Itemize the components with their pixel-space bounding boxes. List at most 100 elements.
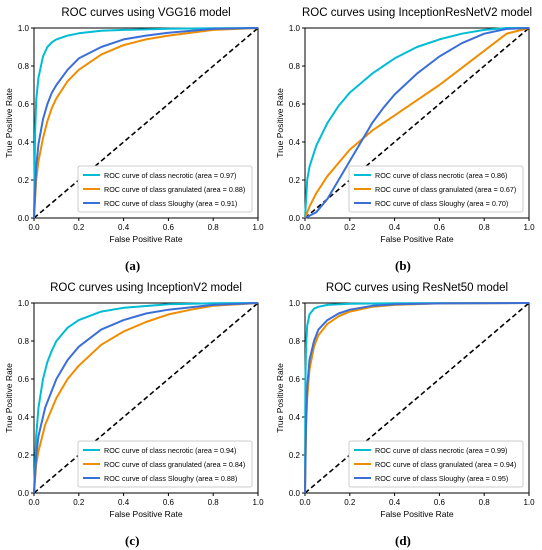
x-tick-label: 0.6 <box>434 223 446 232</box>
legend-entry: ROC curve of class granulated (area = 0.… <box>104 185 245 194</box>
legend-entry: ROC curve of class Sloughy (area = 0.91) <box>104 199 237 208</box>
roc-curve-series-2 <box>304 27 530 219</box>
roc-curve-series-2 <box>33 302 259 494</box>
roc-curve-series-2 <box>304 302 530 494</box>
panel-caption: (b) <box>395 258 411 273</box>
x-tick-label: 0.4 <box>389 223 401 232</box>
y-axis-label: True Positive Rate <box>4 363 14 433</box>
x-axis-label: False Positive Rate <box>380 234 453 244</box>
y-tick-label: 0.8 <box>289 62 301 71</box>
x-axis-label: False Positive Rate <box>109 234 182 244</box>
x-tick-label: 0.4 <box>118 223 130 232</box>
x-tick-label: 0.4 <box>389 498 401 507</box>
y-tick-label: 0.0 <box>289 214 301 223</box>
y-tick-label: 0.6 <box>18 375 30 384</box>
legend-entry: ROC curve of class necrotic (area = 0.99… <box>375 446 507 455</box>
chance-diagonal-line <box>304 27 530 219</box>
legend-entry: ROC curve of class Sloughy (area = 0.88) <box>104 474 237 483</box>
y-tick-label: 1.0 <box>18 299 30 308</box>
panel-caption: (c) <box>125 533 140 548</box>
x-axis-label: False Positive Rate <box>109 509 182 519</box>
legend-box <box>77 440 253 488</box>
x-tick-label: 0.2 <box>73 223 85 232</box>
x-tick-label: 0.0 <box>299 498 311 507</box>
x-tick-label: 0.0 <box>28 498 40 507</box>
legend-box <box>348 165 524 213</box>
chart-title: ROC curves using ResNet50 model <box>326 282 508 294</box>
y-tick-label: 0.6 <box>289 375 301 384</box>
roc-curve-series-1 <box>304 27 530 219</box>
legend-box <box>348 440 524 488</box>
y-tick-label: 0.6 <box>18 100 30 109</box>
x-tick-label: 0.4 <box>118 498 130 507</box>
plot-frame <box>304 27 530 219</box>
legend-entry: ROC curve of class granulated (area = 0.… <box>375 185 516 194</box>
roc-curve-series-0 <box>304 302 530 494</box>
panel-caption: (a) <box>125 258 141 273</box>
roc-curve-series-0 <box>304 27 529 219</box>
x-tick-label: 1.0 <box>523 498 535 507</box>
panel-caption: (d) <box>395 533 411 548</box>
x-tick-label: 1.0 <box>252 223 264 232</box>
y-tick-label: 0.2 <box>18 176 30 185</box>
y-tick-label: 0.8 <box>18 62 30 71</box>
plot-frame <box>33 27 259 219</box>
legend-box <box>77 165 253 213</box>
y-tick-label: 0.4 <box>18 413 30 422</box>
legend-entry: ROC curve of class necrotic (area = 0.86… <box>375 171 507 180</box>
y-tick-label: 0.2 <box>289 176 301 185</box>
x-tick-label: 0.8 <box>208 223 220 232</box>
y-tick-label: 1.0 <box>18 24 30 33</box>
roc-curve-series-2 <box>33 27 259 219</box>
x-tick-label: 0.2 <box>344 498 356 507</box>
y-axis-label: True Positive Rate <box>4 88 14 158</box>
y-tick-label: 0.0 <box>18 214 30 223</box>
chart-title: ROC curves using VGG16 model <box>61 7 230 19</box>
plot-frame <box>33 302 259 494</box>
y-axis-label: True Positive Rate <box>275 88 285 158</box>
y-axis-label: True Positive Rate <box>275 363 285 433</box>
legend-entry: ROC curve of class necrotic (area = 0.97… <box>104 171 236 180</box>
x-tick-label: 0.8 <box>479 498 491 507</box>
chance-diagonal-line <box>33 27 259 219</box>
chart-title: ROC curves using InceptionResNetV2 model <box>302 7 532 19</box>
y-tick-label: 0.2 <box>18 451 30 460</box>
chance-diagonal-line <box>33 302 259 494</box>
x-tick-label: 0.8 <box>208 498 220 507</box>
y-tick-label: 0.0 <box>289 489 301 498</box>
chart-title: ROC curves using InceptionV2 model <box>50 282 242 294</box>
x-tick-label: 1.0 <box>523 223 535 232</box>
chance-diagonal-line <box>304 302 530 494</box>
roc-curve-series-1 <box>33 27 259 219</box>
x-tick-label: 0.6 <box>163 223 175 232</box>
roc-chart-panel: ROC curves using VGG16 model 0.0 0.2 0.4 0.6… <box>4 7 264 244</box>
x-axis-label: False Positive Rate <box>380 509 453 519</box>
y-tick-label: 0.4 <box>289 413 301 422</box>
y-tick-label: 0.8 <box>289 337 301 346</box>
x-tick-label: 1.0 <box>252 498 264 507</box>
y-tick-label: 0.6 <box>289 100 301 109</box>
roc-chart-panel: ROC curves using ResNet50 model 0.0 0.2 0.4… <box>275 282 535 519</box>
legend-entry: ROC curve of class granulated (area = 0.… <box>375 460 516 469</box>
y-tick-label: 0.4 <box>289 138 301 147</box>
x-tick-label: 0.2 <box>344 223 356 232</box>
x-tick-label: 0.6 <box>163 498 175 507</box>
x-tick-label: 0.0 <box>299 223 311 232</box>
legend-entry: ROC curve of class necrotic (area = 0.94… <box>104 446 236 455</box>
legend-entry: ROC curve of class Sloughy (area = 0.95) <box>375 474 508 483</box>
legend-entry: ROC curve of class granulated (area = 0.… <box>104 460 245 469</box>
legend-entry: ROC curve of class Sloughy (area = 0.70) <box>375 199 508 208</box>
x-tick-label: 0.6 <box>434 498 446 507</box>
roc-curve-series-0 <box>33 302 259 494</box>
x-tick-label: 0.2 <box>73 498 85 507</box>
y-tick-label: 0.2 <box>289 451 301 460</box>
y-tick-label: 1.0 <box>289 24 301 33</box>
y-tick-label: 0.4 <box>18 138 30 147</box>
roc-chart-panel: ROC curves using InceptionV2 model 0.0 0.2… <box>4 282 264 519</box>
y-tick-label: 0.0 <box>18 489 30 498</box>
roc-curve-series-1 <box>33 302 259 494</box>
roc-chart-panel: ROC curves using InceptionResNetV2 model… <box>275 7 535 244</box>
y-tick-label: 0.8 <box>18 337 30 346</box>
y-tick-label: 1.0 <box>289 299 301 308</box>
